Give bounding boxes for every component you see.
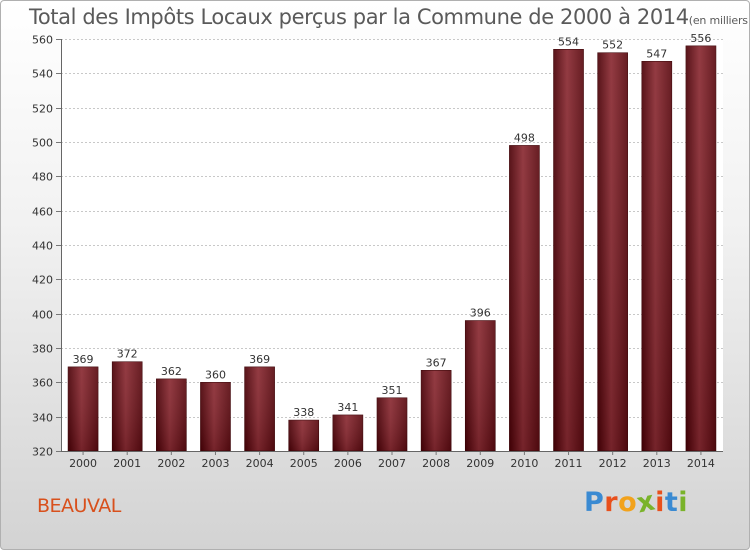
bar-shade xyxy=(112,361,143,451)
bar-shade xyxy=(421,370,452,451)
x-tick-label: 2007 xyxy=(378,457,406,470)
logo-letter: P xyxy=(584,487,605,518)
logo-letter: o xyxy=(618,487,638,518)
bar-shade xyxy=(641,61,672,452)
x-tick-label: 2001 xyxy=(113,457,141,470)
bar-shade xyxy=(509,145,540,451)
data-label: 360 xyxy=(205,368,226,381)
y-tick-label: 540 xyxy=(32,68,53,81)
y-tick-label: 460 xyxy=(32,206,53,219)
data-label: 552 xyxy=(602,39,623,52)
bar-shade xyxy=(288,420,319,451)
x-tick-label: 2006 xyxy=(334,457,362,470)
y-tick-label: 520 xyxy=(32,103,53,116)
x-tick-label: 2003 xyxy=(201,457,229,470)
chart-title-unit: (en milliers d'€) xyxy=(688,14,749,27)
y-tick-label: 480 xyxy=(32,171,53,184)
logo-letter: i xyxy=(678,487,689,518)
bar-shade xyxy=(597,52,628,451)
chart-title: Total des Impôts Locaux perçus par la Co… xyxy=(29,5,749,29)
y-tick-label: 500 xyxy=(32,137,53,150)
x-tick-label: 2012 xyxy=(599,457,627,470)
data-label: 396 xyxy=(470,307,491,320)
data-label: 341 xyxy=(337,401,358,414)
x-tick-label: 2005 xyxy=(290,457,318,470)
data-label: 367 xyxy=(426,356,447,369)
data-label: 498 xyxy=(514,131,535,144)
bar-shade xyxy=(377,397,407,451)
y-tick-label: 560 xyxy=(32,34,53,47)
data-label: 362 xyxy=(161,365,182,378)
logo-letter: r xyxy=(604,487,619,518)
data-label: 338 xyxy=(293,406,314,419)
x-tick-label: 2008 xyxy=(422,457,450,470)
commune-name: BEAUVAL xyxy=(37,495,121,517)
x-tick-label: 2009 xyxy=(466,457,494,470)
proxiti-logo[interactable]: Proxiti xyxy=(584,485,689,519)
label-layer: 320 340 360 380 400 420 440 460 480 500 520 540 560 3… xyxy=(32,32,715,470)
x-tick-label: 2004 xyxy=(246,457,274,470)
bar-layer xyxy=(67,45,717,452)
logo-letter: t xyxy=(664,487,679,518)
x-tick-label: 2010 xyxy=(510,457,538,470)
x-tick-label: 2002 xyxy=(157,457,185,470)
bar-shade xyxy=(244,366,275,451)
logo-letter: i xyxy=(655,487,665,518)
bar-shade xyxy=(465,320,496,451)
data-label: 372 xyxy=(117,348,138,361)
x-tick-label: 2013 xyxy=(643,457,671,470)
bar-shade xyxy=(68,366,99,451)
data-label: 369 xyxy=(73,353,94,366)
y-tick-label: 400 xyxy=(32,309,53,322)
data-label: 547 xyxy=(646,47,667,60)
chart-title-main: Total des Impôts Locaux perçus par la Co… xyxy=(29,5,689,29)
bar-shade xyxy=(156,378,187,451)
x-tick-label: 2000 xyxy=(69,457,97,470)
data-label: 369 xyxy=(249,353,270,366)
data-label: 554 xyxy=(558,35,579,48)
bar-shade xyxy=(332,414,363,451)
y-tick-label: 440 xyxy=(32,240,53,253)
data-label: 351 xyxy=(382,384,403,397)
bar-shade xyxy=(553,49,584,452)
y-tick-label: 380 xyxy=(32,343,53,356)
y-tick-label: 420 xyxy=(32,274,53,287)
bar-shade xyxy=(685,45,716,451)
axis-layer xyxy=(56,39,723,455)
y-tick-label: 360 xyxy=(32,377,53,390)
bar-shade xyxy=(200,382,231,451)
x-tick-label: 2014 xyxy=(687,457,715,470)
y-tick-label: 320 xyxy=(32,446,53,459)
x-tick-label: 2011 xyxy=(555,457,583,470)
data-label: 556 xyxy=(690,32,711,45)
y-tick-label: 340 xyxy=(32,412,53,425)
